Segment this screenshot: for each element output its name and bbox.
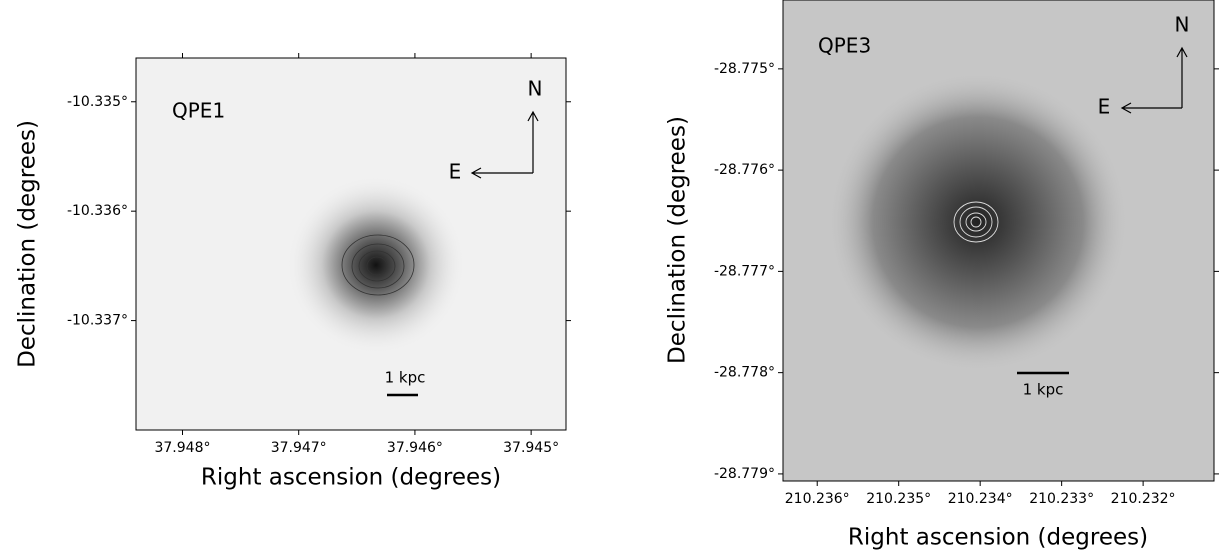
y-tick-label: -10.337° <box>67 313 128 329</box>
y-tick-label: -28.779° <box>714 466 775 482</box>
y-tick-label: -28.776° <box>714 162 775 178</box>
panel-label: QPE1 <box>172 99 225 123</box>
compass-east: E <box>1098 95 1111 119</box>
panel-label: QPE3 <box>818 34 871 58</box>
y-tick-label: -28.778° <box>714 365 775 381</box>
x-tick-label: 37.945° <box>503 440 559 456</box>
compass-north: N <box>1175 13 1190 37</box>
x-tick-label: 37.948° <box>154 440 210 456</box>
image-2 <box>783 0 1214 481</box>
scale-bar-label: 1 kpc <box>385 369 426 387</box>
scale-bar-label: 1 kpc <box>1023 381 1064 399</box>
x-axis-label: Right ascension (degrees) <box>848 525 1148 551</box>
x-tick-label: 210.233° <box>1029 491 1094 507</box>
compass <box>470 46 1188 179</box>
compass-east: E <box>449 160 462 184</box>
x-tick-label: 37.946° <box>387 440 443 456</box>
y-axis-label: Declination (degrees) <box>15 120 41 368</box>
image-1 <box>136 58 566 430</box>
x-tick-label: 210.235° <box>866 491 931 507</box>
scale-bar <box>387 371 1069 397</box>
x-tick-label: 210.234° <box>948 491 1013 507</box>
x-tick-label: 210.236° <box>785 491 850 507</box>
y-tick-label: -10.336° <box>67 203 128 219</box>
x-axis-label: Right ascension (degrees) <box>201 465 501 491</box>
x-tick-label: 210.232° <box>1111 491 1176 507</box>
compass-north: N <box>528 77 543 101</box>
y-tick-label: -28.775° <box>714 61 775 77</box>
y-axis-label: Declination (degrees) <box>665 116 691 364</box>
plot-frame <box>782 0 1215 482</box>
x-tick-label: 37.947° <box>271 440 327 456</box>
plot-frame <box>135 57 567 431</box>
y-tick-label: -10.335° <box>67 94 128 110</box>
y-tick-label: -28.777° <box>714 263 775 279</box>
